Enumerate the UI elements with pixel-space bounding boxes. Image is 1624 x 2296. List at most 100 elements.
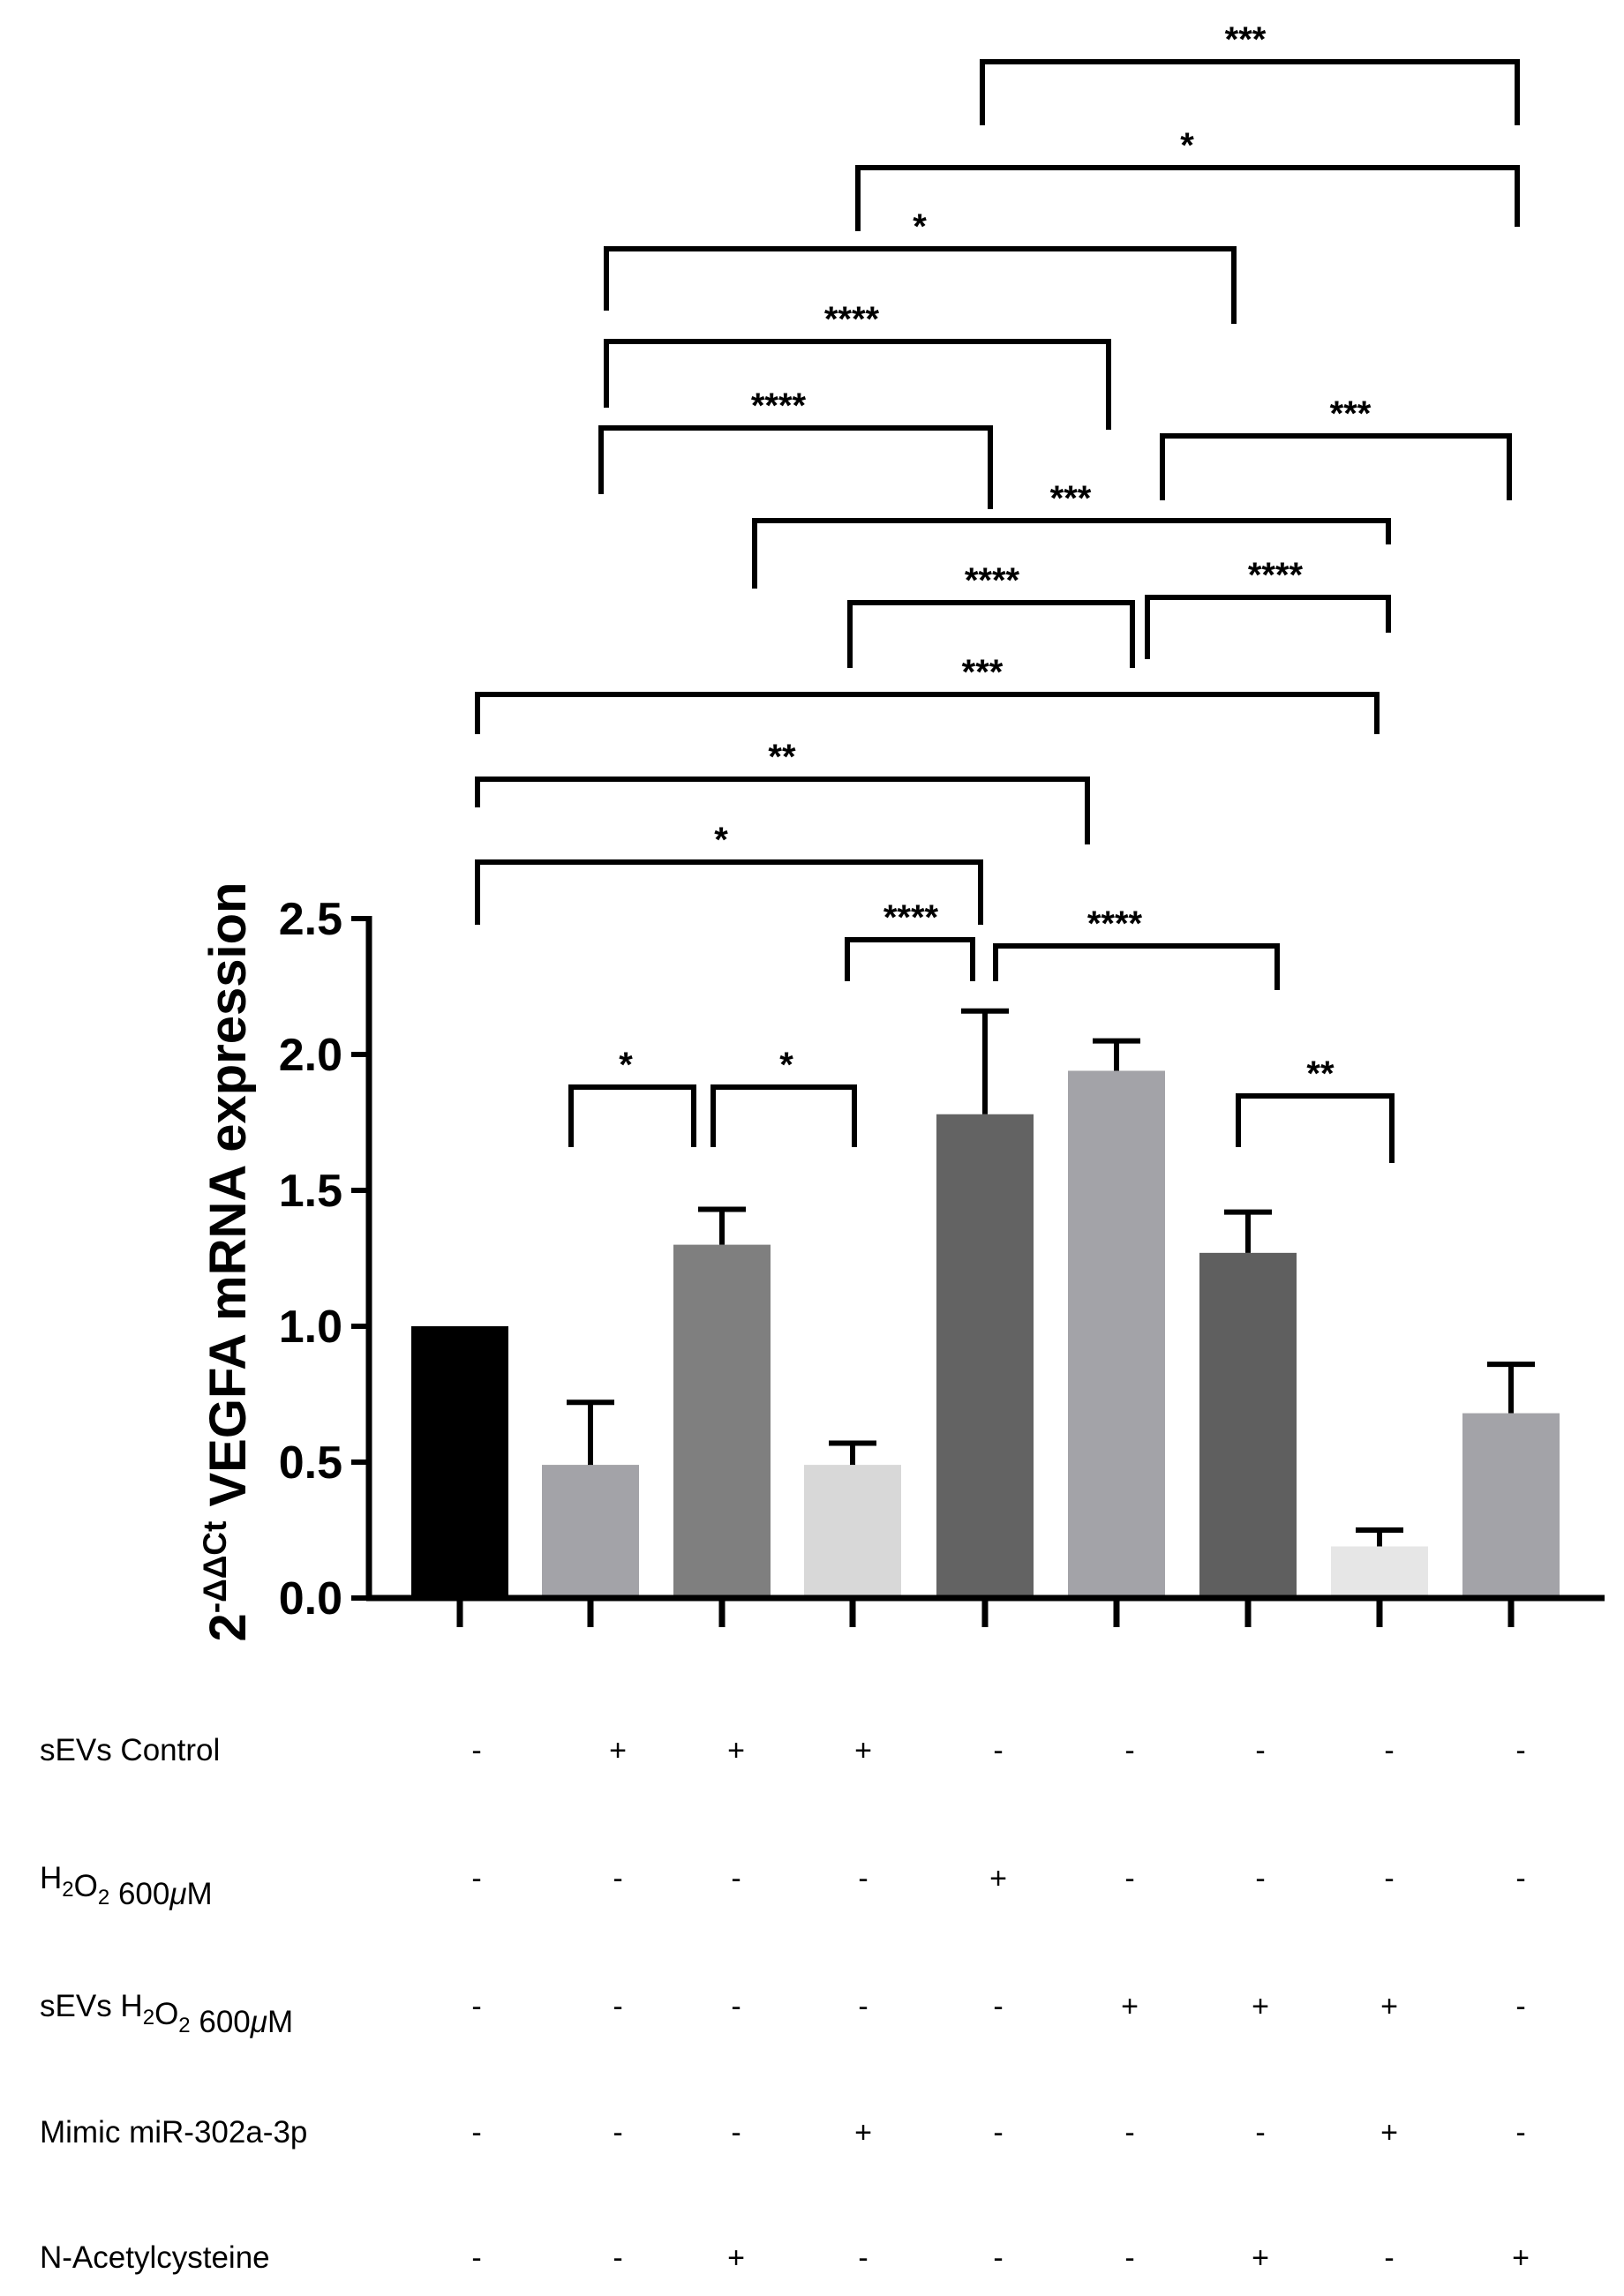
significance-label-7: ** — [768, 738, 796, 777]
treatment-mark-r4-c6: - — [1124, 2116, 1134, 2150]
significance-bracket-3 — [845, 937, 975, 981]
significance-bracket-16 — [855, 165, 1520, 231]
treatment-mark-r2-c2: - — [613, 1862, 622, 1895]
significance-bracket-14 — [604, 339, 1111, 430]
treatment-mark-r2-c5: + — [989, 1862, 1007, 1895]
y-tick-label: 0.0 — [279, 1573, 342, 1624]
significance-label-2: * — [779, 1046, 793, 1084]
treatment-label-2: H2O2 600μM — [40, 1861, 213, 1911]
treatment-mark-r5-c9: + — [1512, 2241, 1530, 2275]
y-tick-label: 2.5 — [279, 894, 342, 945]
significance-bracket-1 — [568, 1084, 696, 1147]
significance-bracket-6 — [475, 859, 983, 925]
treatment-mark-r4-c9: - — [1515, 2116, 1525, 2150]
treatment-mark-r1-c9: - — [1515, 1734, 1525, 1767]
treatment-mark-r2-c6: - — [1124, 1862, 1134, 1895]
significance-label-4: **** — [1087, 904, 1143, 943]
significance-label-1: * — [619, 1046, 633, 1084]
treatment-mark-r5-c8: - — [1384, 2241, 1394, 2275]
treatment-mark-r4-c5: - — [993, 2116, 1003, 2150]
treatment-mark-r2-c8: - — [1384, 1862, 1394, 1895]
bars — [411, 1008, 1560, 1598]
treatment-mark-r2-c3: - — [731, 1862, 741, 1895]
significance-bracket-2 — [710, 1084, 857, 1147]
y-axis-label: 2-ΔΔCt VEGFA mRNA expression — [197, 882, 257, 1642]
treatment-mark-r3-c7: + — [1252, 1990, 1269, 2023]
treatment-mark-r5-c3: + — [727, 2241, 745, 2275]
treatment-mark-r3-c2: - — [613, 1990, 622, 2023]
y-tick-label: 0.5 — [279, 1437, 342, 1489]
significance-bracket-15 — [604, 246, 1237, 324]
treatment-mark-r5-c6: - — [1124, 2241, 1134, 2275]
y-tick-label: 1.0 — [279, 1302, 342, 1353]
significance-bracket-17 — [980, 59, 1520, 125]
treatment-label-1: sEVs Control — [40, 1733, 220, 1767]
significance-label-12: **** — [751, 386, 807, 425]
significance-bracket-10 — [1145, 595, 1391, 659]
treatment-mark-r1-c8: - — [1384, 1734, 1394, 1767]
significance-label-5: ** — [1306, 1054, 1335, 1093]
treatment-mark-r4-c3: - — [731, 2116, 741, 2150]
significance-bracket-11 — [752, 518, 1391, 589]
bar-3 — [673, 1244, 771, 1598]
axes: 2-ΔΔCt VEGFA mRNA expression 0.0 0.5 1.0 1.… — [197, 882, 1605, 1642]
significance-bracket-7 — [475, 777, 1090, 844]
significance-label-8: *** — [962, 653, 1004, 692]
significance-bracket-4 — [993, 943, 1280, 990]
bar-8 — [1331, 1546, 1428, 1598]
treatment-mark-r5-c5: - — [993, 2241, 1003, 2275]
significance-bracket-8 — [475, 692, 1380, 734]
treatment-mark-r3-c9: - — [1515, 1990, 1525, 2023]
treatment-mark-r2-c9: - — [1515, 1862, 1525, 1895]
treatment-mark-r5-c1: - — [471, 2241, 481, 2275]
bar-1 — [411, 1326, 508, 1598]
treatment-mark-r3-c5: - — [993, 1990, 1003, 2023]
significance-bracket-9 — [847, 600, 1135, 668]
y-tick-label: 2.0 — [279, 1030, 342, 1081]
treatment-mark-r1-c5: - — [993, 1734, 1003, 1767]
significance-label-17: *** — [1225, 20, 1267, 59]
treatment-mark-r1-c7: - — [1255, 1734, 1265, 1767]
treatment-mark-r5-c7: + — [1252, 2241, 1269, 2275]
treatment-mark-r1-c6: - — [1124, 1734, 1134, 1767]
treatment-label-5: N-Acetylcysteine — [40, 2240, 270, 2275]
treatment-mark-r4-c8: + — [1380, 2116, 1398, 2150]
treatment-mark-r3-c8: + — [1380, 1990, 1398, 2023]
treatment-mark-r2-c4: - — [858, 1862, 868, 1895]
treatment-mark-r4-c2: - — [613, 2116, 622, 2150]
treatment-table: sEVs Control - + + + - - - - - H2O2 600μM - - - - + - - - -… — [40, 1733, 1530, 2275]
treatment-mark-r1-c3: + — [727, 1734, 745, 1767]
bar-5 — [936, 1114, 1034, 1598]
treatment-mark-r3-c1: - — [471, 1990, 481, 2023]
treatment-mark-r1-c4: + — [854, 1734, 872, 1767]
treatment-mark-r3-c6: + — [1121, 1990, 1139, 2023]
significance-label-15: * — [913, 207, 927, 246]
significance-bracket-5 — [1236, 1093, 1395, 1163]
significance-label-6: * — [714, 821, 728, 859]
treatment-label-3: sEVs H2O2 600μM — [40, 1989, 293, 2039]
significance-label-9: **** — [965, 561, 1020, 600]
significance-label-14: **** — [824, 300, 880, 339]
bar-7 — [1199, 1252, 1297, 1598]
significance-brackets: * ***** **************** *********** *******… — [475, 20, 1520, 1163]
significance-label-11: *** — [1050, 479, 1092, 518]
treatment-mark-r2-c1: - — [471, 1862, 481, 1895]
significance-bracket-13 — [1160, 433, 1512, 500]
significance-label-3: **** — [883, 898, 939, 937]
bar-4 — [804, 1465, 901, 1598]
treatment-mark-r3-c3: - — [731, 1990, 741, 2023]
bar-9 — [1462, 1413, 1560, 1598]
bar-2 — [542, 1465, 639, 1598]
significance-label-16: * — [1180, 126, 1194, 165]
treatment-mark-r4-c7: - — [1255, 2116, 1265, 2150]
treatment-mark-r4-c1: - — [471, 2116, 481, 2150]
y-tick-label: 1.5 — [279, 1166, 342, 1217]
treatment-mark-r4-c4: + — [854, 2116, 872, 2150]
treatment-mark-r1-c1: - — [471, 1734, 481, 1767]
treatment-mark-r1-c2: + — [609, 1734, 627, 1767]
significance-label-13: *** — [1330, 394, 1372, 433]
treatment-label-4: Mimic miR-302a-3p — [40, 2115, 307, 2150]
significance-label-10: **** — [1248, 556, 1304, 595]
treatment-mark-r5-c4: - — [858, 2241, 868, 2275]
